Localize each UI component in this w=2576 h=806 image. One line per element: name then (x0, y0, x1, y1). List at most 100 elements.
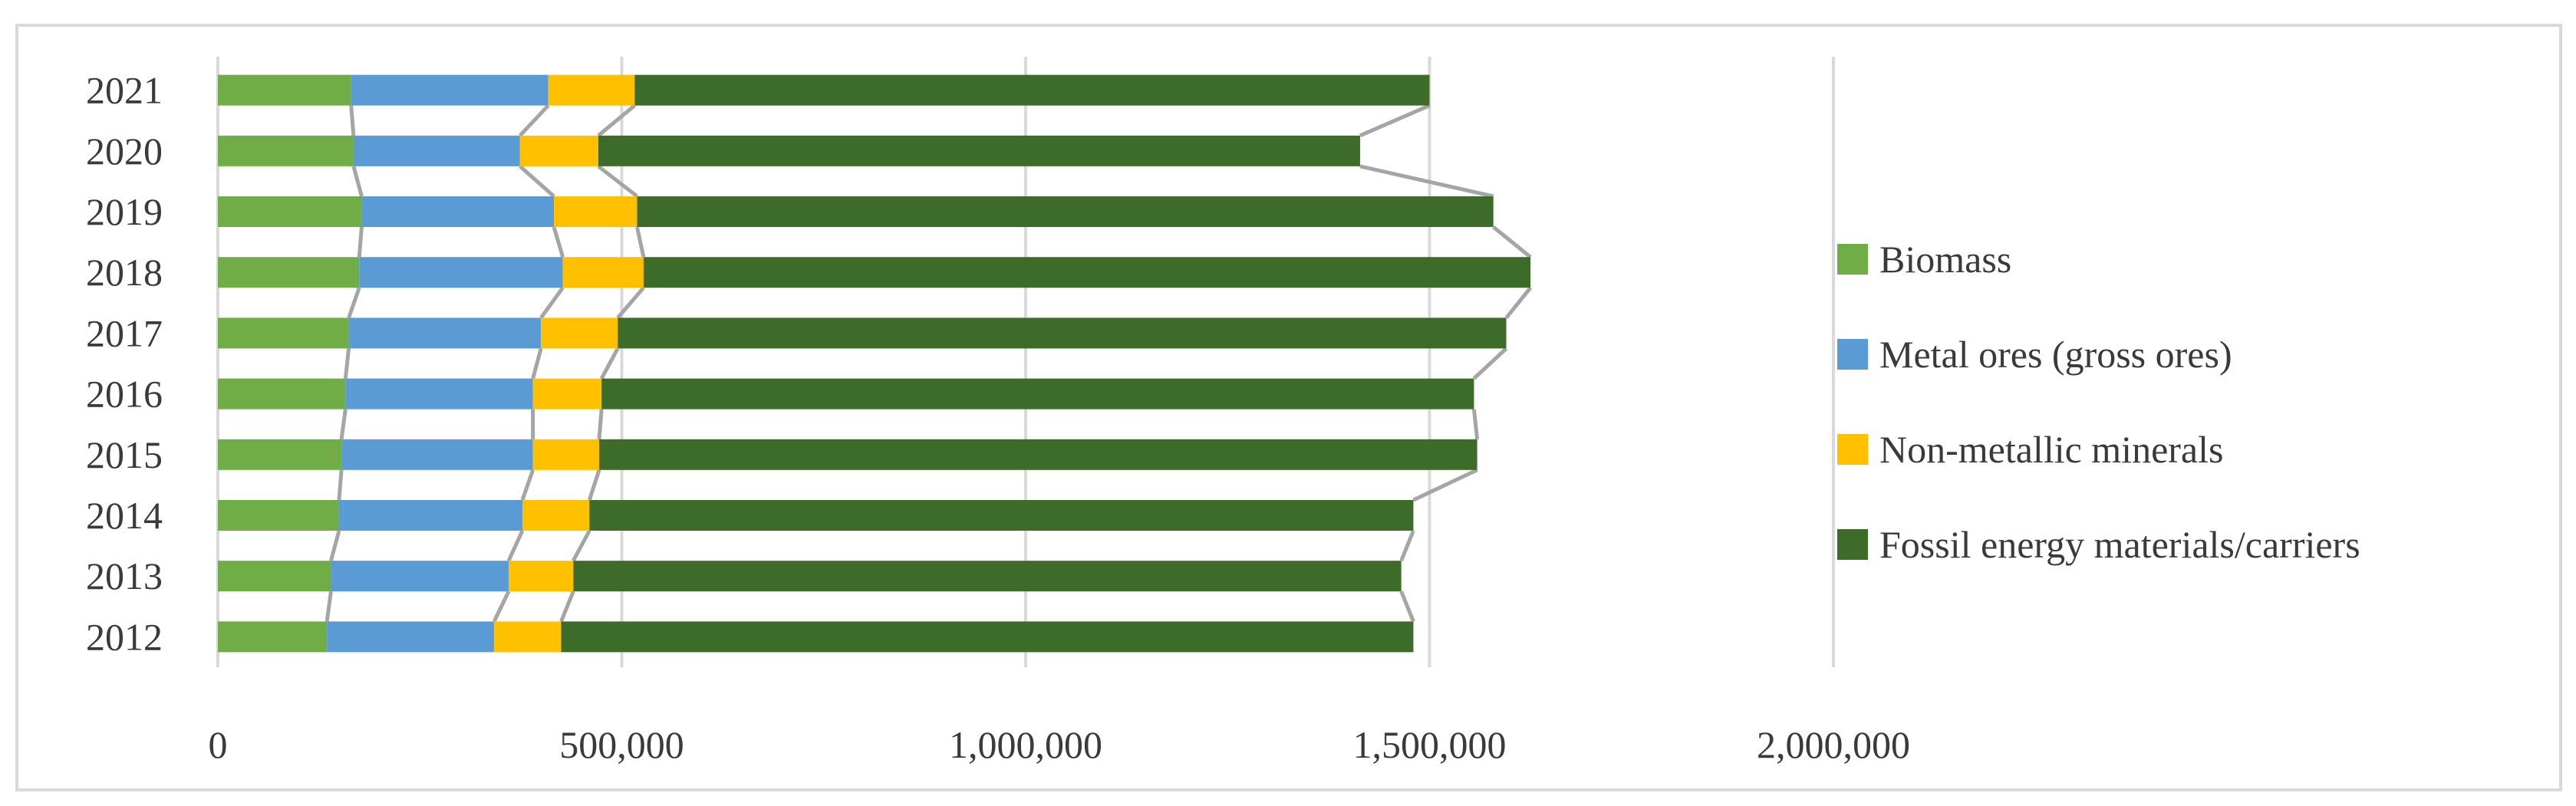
bar-2021-series-2 (351, 74, 548, 106)
series-line-2 (519, 104, 550, 137)
series-line-4 (1492, 225, 1532, 259)
series-line-3 (616, 286, 645, 320)
bar-2015-series-4 (599, 439, 1477, 470)
series-line-2 (539, 286, 565, 319)
y-tick-label: 2021 (86, 69, 163, 112)
bar-2020-series-4 (598, 135, 1360, 166)
x-tick-label: 1,500,000 (1353, 723, 1507, 766)
x-tick-label: 0 (209, 723, 228, 766)
legend-swatch (1837, 434, 1868, 465)
series-line-4 (1504, 286, 1533, 319)
series-line-1 (347, 287, 361, 319)
bar-2015-series-1 (218, 439, 342, 470)
bar-2015-series-2 (341, 439, 533, 470)
y-tick-label: 2013 (86, 554, 163, 597)
series-line-4 (1399, 591, 1415, 623)
series-line-3 (597, 409, 604, 440)
bar-2012-series-3 (494, 621, 562, 653)
bar-2017-series-4 (618, 317, 1507, 349)
series-line-2 (552, 226, 565, 258)
y-tick-label: 2019 (86, 190, 163, 233)
bar-2018-series-3 (562, 257, 644, 288)
series-line-2 (531, 347, 543, 380)
series-line-3 (635, 226, 646, 258)
legend-label: Biomass (1879, 238, 2011, 281)
bar-2020-series-3 (519, 135, 598, 166)
y-tick-label: 2015 (86, 433, 163, 476)
bar-2014-series-2 (338, 500, 522, 531)
bar-2017-series-2 (348, 317, 542, 349)
series-line-3 (559, 591, 575, 623)
bar-2021-series-3 (548, 74, 635, 106)
y-tick-label: 2020 (86, 130, 163, 173)
y-tick-label: 2016 (86, 373, 163, 416)
bar-2014-series-3 (522, 500, 590, 531)
x-axis-tick-labels: 0 500,000 1,000,000 1,500,000 2,000,000 (209, 723, 1911, 766)
series-line-3 (599, 347, 620, 380)
series-line-4 (1359, 104, 1431, 138)
bar-2016-series-1 (218, 378, 346, 410)
series-line-2 (506, 529, 525, 562)
series-line-4 (1472, 347, 1508, 380)
series-line-3 (572, 529, 591, 562)
legend-label: Metal ores (gross ores) (1879, 333, 2232, 376)
x-tick-label: 1,000,000 (949, 723, 1102, 766)
y-tick-label: 2014 (86, 494, 163, 537)
series-line-3 (588, 469, 601, 501)
bar-2012-series-1 (218, 621, 328, 653)
y-tick-label: 2018 (86, 251, 163, 294)
legend-label: Fossil energy materials/carriers (1879, 523, 2360, 566)
y-tick-label: 2017 (86, 311, 163, 354)
series-line-1 (329, 530, 341, 561)
bar-2019-series-3 (554, 196, 637, 227)
bar-2020-series-2 (353, 135, 520, 166)
bar-2012-series-4 (561, 621, 1414, 653)
series-line-3 (597, 104, 636, 137)
bar-2017-series-1 (218, 317, 349, 349)
bar-2013-series-4 (573, 561, 1402, 592)
bars (218, 74, 1531, 653)
bar-2013-series-1 (218, 561, 331, 592)
bar-2019-series-1 (218, 196, 362, 227)
x-tick-label: 2,000,000 (1757, 723, 1910, 766)
series-line-1 (351, 166, 364, 197)
bar-2013-series-2 (331, 561, 509, 592)
series-lines (324, 104, 1533, 623)
series-line-1 (357, 226, 364, 258)
series-line-1 (343, 348, 351, 379)
bar-2014-series-1 (218, 500, 339, 531)
series-line-2 (519, 164, 555, 198)
bar-2016-series-4 (601, 378, 1474, 410)
bar-2013-series-3 (509, 561, 574, 592)
series-line-3 (597, 164, 639, 198)
bar-2017-series-3 (541, 317, 618, 349)
bar-2021-series-4 (634, 74, 1430, 106)
legend-label: Non-metallic minerals (1879, 428, 2223, 471)
x-tick-label: 500,000 (559, 723, 684, 766)
series-line-4 (1412, 468, 1478, 502)
bar-2016-series-3 (532, 378, 602, 410)
legend: Biomass Metal ores (gross ores) Non-metall… (1837, 238, 2360, 566)
series-line-4 (1471, 409, 1480, 440)
bar-2018-series-2 (359, 257, 563, 288)
series-line-4 (1359, 164, 1494, 199)
bar-2019-series-2 (361, 196, 555, 227)
legend-swatch (1837, 244, 1868, 275)
bar-2016-series-2 (345, 378, 533, 410)
series-line-1 (337, 469, 344, 501)
bar-2019-series-4 (637, 196, 1494, 227)
series-line-2 (492, 591, 511, 623)
bar-2012-series-2 (327, 621, 495, 653)
series-line-4 (1399, 530, 1415, 562)
bar-2020-series-1 (218, 135, 354, 166)
legend-swatch (1837, 529, 1868, 560)
bar-2021-series-1 (218, 74, 351, 106)
legend-swatch (1837, 339, 1868, 370)
series-line-1 (339, 409, 348, 440)
series-line-1 (324, 591, 333, 622)
bar-2014-series-4 (589, 500, 1414, 531)
y-tick-label: 2012 (86, 615, 163, 658)
bar-2015-series-3 (532, 439, 600, 470)
